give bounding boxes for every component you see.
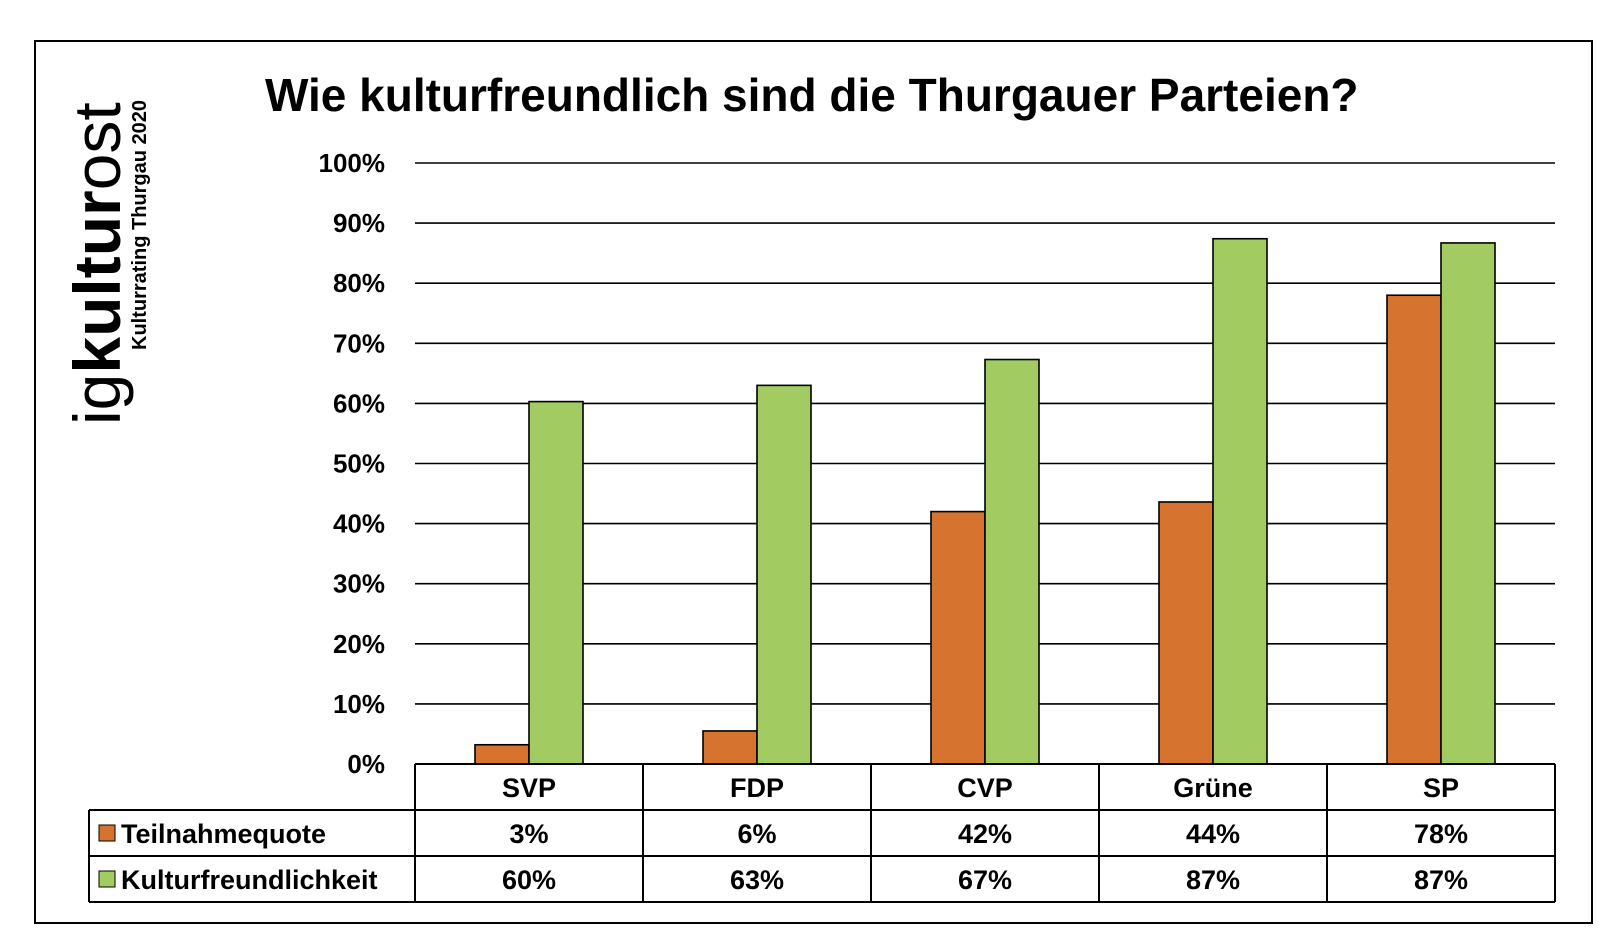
y-tick-label: 70% — [333, 328, 385, 358]
data-label: 67% — [958, 865, 1012, 895]
bar-teilnahmequote-sp — [1386, 294, 1442, 765]
legend-label: Teilnahmequote — [121, 819, 326, 849]
x-tick-label: Grüne — [1173, 773, 1253, 803]
logo-word: kultur — [60, 190, 134, 373]
legend-swatch — [98, 824, 116, 842]
y-tick-label: 30% — [333, 569, 385, 599]
y-tick-label: 80% — [333, 268, 385, 298]
bar-kulturfreundlichkeit-svp — [528, 400, 584, 765]
logo-tagline: Kulturrating Thurgau 2020 — [129, 100, 151, 350]
y-axis-ticks: 0% 10% 20% 30% 40% 50% 60% 70% 80% 90% 100% — [319, 148, 386, 779]
data-table: SVP FDP CVP Grüne SP Teilnahmequote 3% 6% 42% 44%… — [88, 763, 1556, 903]
y-tick-label: 10% — [333, 689, 385, 719]
legend-swatch — [98, 870, 116, 888]
data-label: 42% — [958, 819, 1012, 849]
y-tick-label: 100% — [319, 148, 386, 178]
data-label: 3% — [509, 819, 548, 849]
x-tick-label: FDP — [730, 773, 784, 803]
x-tick-label: SP — [1423, 773, 1459, 803]
bar-kulturfreundlichkeit-grüne — [1212, 237, 1268, 765]
y-tick-label: 40% — [333, 509, 385, 539]
data-label: 87% — [1186, 865, 1240, 895]
data-label: 78% — [1414, 819, 1468, 849]
x-tick-label: CVP — [957, 773, 1013, 803]
chart-frame — [34, 40, 1593, 924]
bar-kulturfreundlichkeit-cvp — [984, 358, 1040, 765]
y-tick-label: 0% — [347, 749, 385, 779]
bar-kulturfreundlichkeit-sp — [1440, 242, 1496, 765]
y-tick-label: 60% — [333, 388, 385, 418]
svg-text:igkulturost: igkulturost — [60, 102, 134, 425]
data-label: 87% — [1414, 865, 1468, 895]
legend-label: Kulturfreundlichkeit — [121, 865, 378, 895]
x-tick-label: SVP — [502, 773, 556, 803]
bar-teilnahmequote-grüne — [1158, 501, 1214, 765]
bar-teilnahmequote-fdp — [702, 730, 758, 765]
igkulturost-logo: igkulturost Kulturrating Thurgau 2020 — [60, 100, 151, 425]
chart-title: Wie kulturfreundlich sind die Thurgauer … — [265, 69, 1359, 121]
data-label: 63% — [730, 865, 784, 895]
y-tick-label: 50% — [333, 449, 385, 479]
bar-teilnahmequote-cvp — [930, 510, 986, 765]
y-tick-label: 90% — [333, 208, 385, 238]
data-label: 44% — [1186, 819, 1240, 849]
logo-suffix: ost — [60, 102, 134, 190]
data-label: 60% — [502, 865, 556, 895]
bars — [474, 237, 1496, 765]
data-label: 6% — [737, 819, 776, 849]
y-tick-label: 20% — [333, 629, 385, 659]
bar-teilnahmequote-svp — [474, 743, 530, 765]
bar-kulturfreundlichkeit-fdp — [756, 384, 812, 765]
logo-prefix: ig — [60, 374, 134, 425]
